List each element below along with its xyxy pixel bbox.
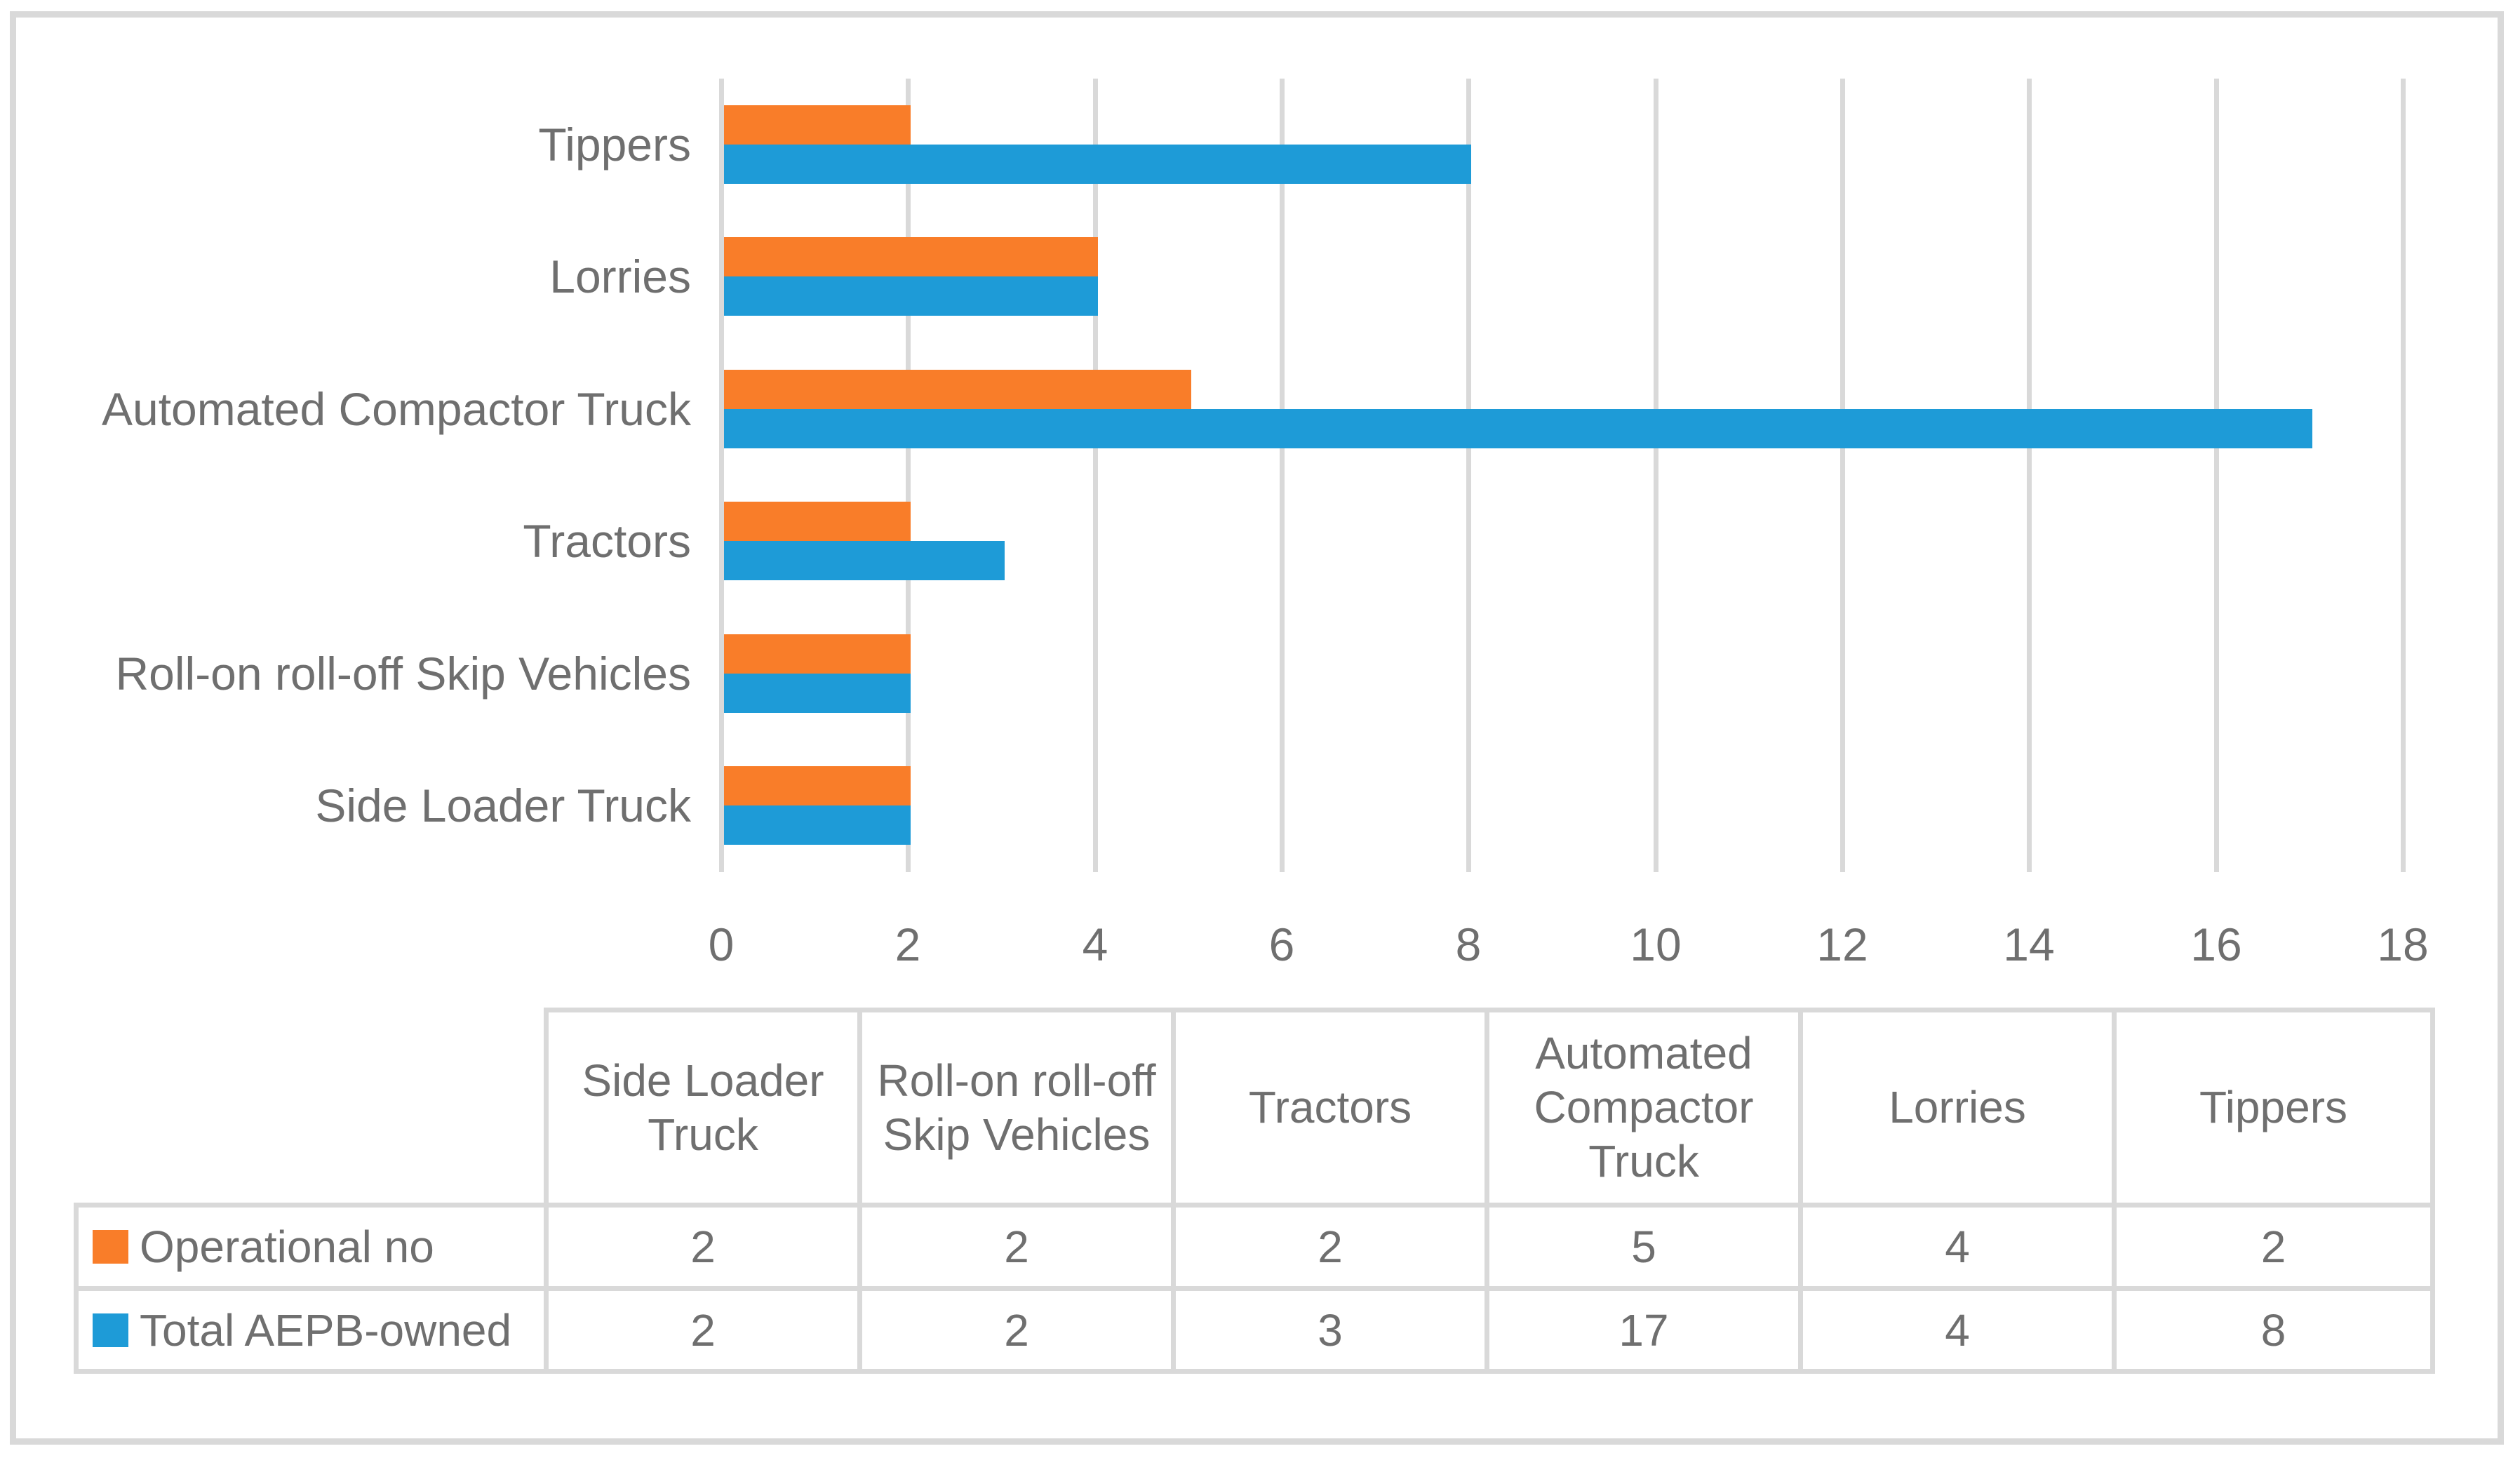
gridline-2 [906, 79, 911, 872]
table-value-total-aepb-owned-automated-compactor-truck: 17 [1618, 1304, 1669, 1356]
bar-total-aepb-owned-roll-on-roll-off-skip-vehicles [724, 674, 911, 713]
table-value-total-aepb-owned-side-loader-truck: 2 [690, 1304, 716, 1356]
gridline-8 [1466, 79, 1471, 872]
x-tick-label-16: 16 [2190, 918, 2242, 970]
gridline-16 [2214, 79, 2219, 872]
x-tick-label-12: 12 [1816, 918, 1868, 970]
table-value-operational-no-lorries: 4 [1945, 1222, 1970, 1272]
x-tick-label-0: 0 [708, 918, 735, 970]
table-header-roll-on-roll-off-skip-vehicles: Roll-on roll-off Skip Vehicles [877, 1055, 1156, 1160]
gridline-14 [2027, 79, 2032, 872]
table-value-total-aepb-owned-tractors: 3 [1318, 1304, 1343, 1356]
x-tick-label-8: 8 [1455, 918, 1482, 970]
value-axis-line [719, 79, 724, 872]
table-value-operational-no-roll-on-roll-off-skip-vehicles: 2 [1004, 1222, 1029, 1272]
bar-total-aepb-owned-lorries [724, 276, 1098, 316]
legend-label-operational-no: Operational no [140, 1222, 434, 1272]
table-border-left [74, 1203, 79, 1374]
x-tick-label-2: 2 [894, 918, 921, 970]
table-legend-total-aepb-owned: Total AEPB-owned [93, 1291, 511, 1369]
table-value-total-aepb-owned-tippers: 8 [2260, 1304, 2286, 1356]
category-label-automated-compactor-truck: Automated Compactor Truck [101, 383, 691, 435]
gridline-18 [2401, 79, 2406, 872]
bar-total-aepb-owned-tippers [724, 145, 1471, 184]
table-value-operational-no-side-loader-truck: 2 [690, 1222, 716, 1272]
table-value-operational-no-tractors: 2 [1318, 1222, 1343, 1272]
table-border-v-3 [1171, 1008, 1176, 1374]
x-tick-label-6: 6 [1268, 918, 1295, 970]
table-border-h-3 [74, 1369, 2435, 1374]
bar-operational-no-lorries [724, 237, 1098, 276]
legend-swatch-total-aepb-owned [93, 1313, 128, 1347]
legend-label-total-aepb-owned: Total AEPB-owned [140, 1304, 512, 1356]
bar-total-aepb-owned-automated-compactor-truck [724, 409, 2312, 448]
bar-operational-no-tippers [724, 105, 911, 145]
bar-total-aepb-owned-tractors [724, 541, 1005, 580]
table-border-v-1 [544, 1008, 549, 1374]
bar-operational-no-automated-compactor-truck [724, 370, 1191, 409]
x-tick-label-14: 14 [2003, 918, 2055, 970]
table-border-v-7 [2430, 1008, 2435, 1374]
gridline-10 [1654, 79, 1658, 872]
table-value-operational-no-tippers: 2 [2260, 1222, 2286, 1272]
table-border-h-2 [74, 1286, 2435, 1291]
bar-operational-no-tractors [724, 502, 911, 541]
x-tick-label-4: 4 [1082, 918, 1108, 970]
bar-operational-no-side-loader-truck [724, 766, 911, 805]
table-header-side-loader-truck: Side Loader Truck [582, 1055, 824, 1160]
table-header-tippers: Tippers [2199, 1082, 2348, 1133]
category-label-roll-on-roll-off-skip-vehicles: Roll-on roll-off Skip Vehicles [115, 648, 692, 700]
bar-operational-no-roll-on-roll-off-skip-vehicles [724, 634, 911, 674]
gridline-6 [1280, 79, 1285, 872]
table-border-v-6 [2112, 1008, 2117, 1374]
category-label-tippers: Tippers [538, 119, 691, 170]
table-border-v-2 [857, 1008, 862, 1374]
table-border-top [544, 1008, 2435, 1012]
table-value-total-aepb-owned-roll-on-roll-off-skip-vehicles: 2 [1004, 1304, 1029, 1356]
category-label-lorries: Lorries [549, 250, 691, 302]
x-tick-label-10: 10 [1630, 918, 1682, 970]
category-label-tractors: Tractors [523, 515, 691, 567]
table-border-v-4 [1484, 1008, 1489, 1374]
table-value-operational-no-automated-compactor-truck: 5 [1631, 1222, 1656, 1272]
gridline-12 [1840, 79, 1845, 872]
gridline-4 [1093, 79, 1098, 872]
table-header-lorries: Lorries [1889, 1082, 2026, 1133]
x-tick-label-18: 18 [2377, 918, 2429, 970]
table-border-h-1 [74, 1203, 2435, 1208]
bar-total-aepb-owned-side-loader-truck [724, 805, 911, 845]
table-legend-operational-no: Operational no [93, 1208, 434, 1286]
legend-swatch-operational-no [93, 1230, 128, 1264]
table-value-total-aepb-owned-lorries: 4 [1945, 1304, 1970, 1356]
category-label-side-loader-truck: Side Loader Truck [315, 780, 691, 831]
table-header-automated-compactor-truck: Automated Compactor Truck [1534, 1028, 1754, 1186]
table-header-tractors: Tractors [1248, 1082, 1412, 1133]
table-border-v-5 [1798, 1008, 1803, 1374]
